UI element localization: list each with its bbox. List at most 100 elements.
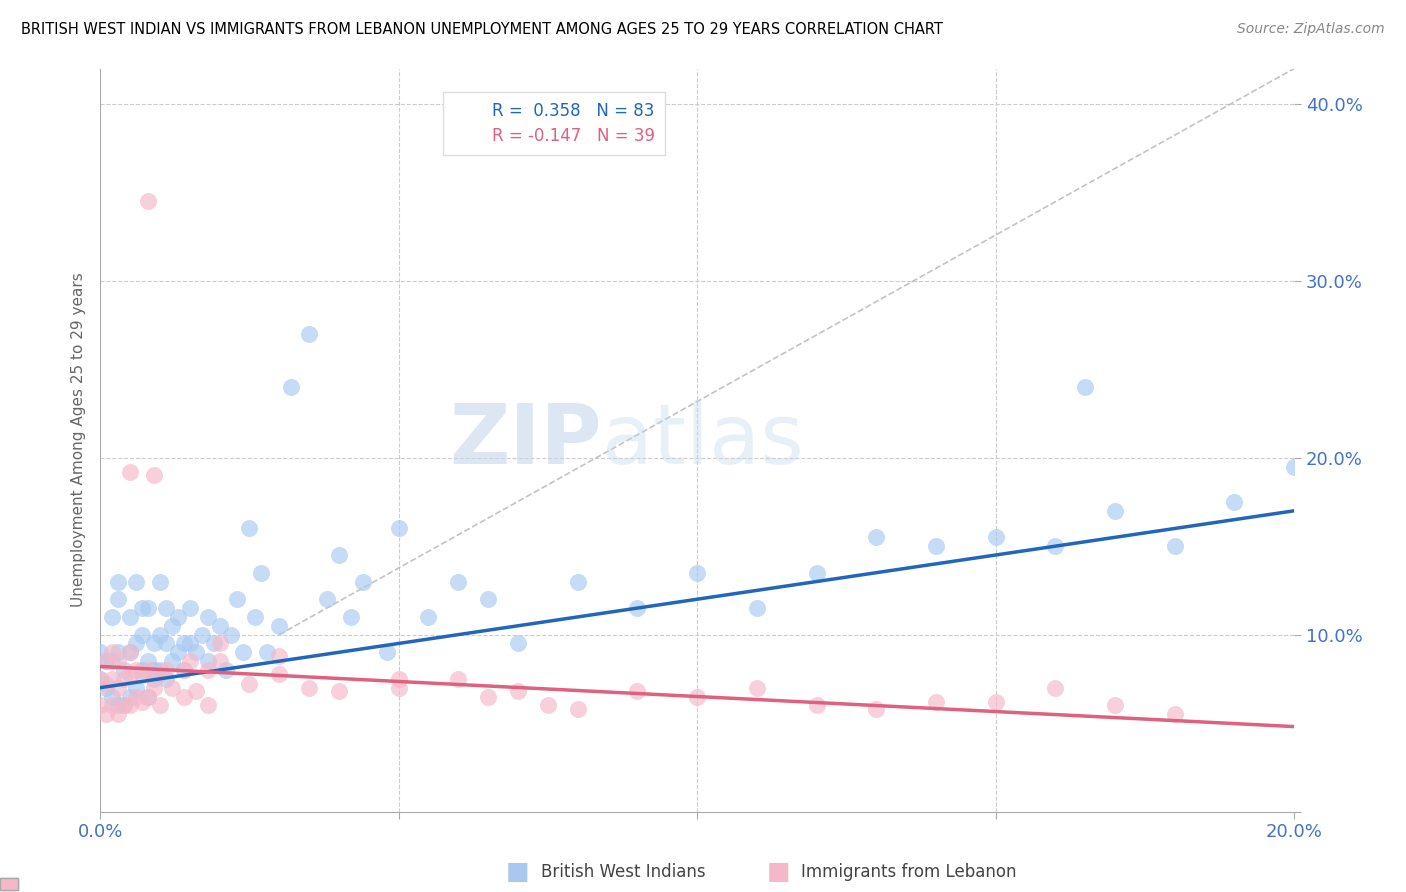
Point [107,574,129,589]
Point [567,702,589,716]
Text: atlas: atlas [602,400,803,481]
Point [149,698,172,713]
Point [131,666,153,681]
Text: British West Indians: British West Indians [541,863,706,881]
Point [149,666,172,681]
Point [1104,698,1126,713]
Point [208,619,231,633]
Point [256,645,278,659]
Point [173,636,195,650]
Text: BRITISH WEST INDIAN VS IMMIGRANTS FROM LEBANON UNEMPLOYMENT AMONG AGES 25 TO 29 : BRITISH WEST INDIAN VS IMMIGRANTS FROM L… [21,22,943,37]
Point [155,601,177,615]
Point [89,645,111,659]
Point [352,574,374,589]
Legend: R =  0.358   N = 83, R = -0.147   N = 39: R = 0.358 N = 83, R = -0.147 N = 39 [443,92,665,154]
Point [125,636,148,650]
Point [118,698,141,713]
Point [179,601,201,615]
Point [626,684,648,698]
Point [375,645,398,659]
Point [118,465,141,479]
Point [269,648,291,663]
Point [142,663,165,677]
Point [232,645,254,659]
Point [269,666,291,681]
Point [221,627,243,641]
Point [214,663,236,677]
Point [447,672,470,686]
Point [245,610,267,624]
Point [89,672,111,686]
Point [136,690,159,704]
Point [1045,681,1067,695]
Point [745,681,768,695]
Point [447,574,470,589]
Point [745,601,768,615]
Point [160,619,183,633]
Point [298,326,321,341]
Point [118,610,141,624]
Point [173,663,195,677]
Point [112,698,135,713]
Point [118,690,141,704]
Point [197,610,219,624]
Point [238,677,260,691]
Point [94,707,117,722]
Point [197,698,219,713]
Point [984,695,1007,709]
Point [131,695,153,709]
Point [925,539,948,553]
Point [142,681,165,695]
Point [125,574,148,589]
Point [1164,707,1187,722]
Point [107,698,129,713]
Point [136,654,159,668]
Point [166,645,188,659]
Point [94,681,117,695]
Point [155,663,177,677]
Point [142,468,165,483]
Point [142,672,165,686]
Point [865,530,887,544]
Point [269,619,291,633]
Y-axis label: Unemployment Among Ages 25 to 29 years: Unemployment Among Ages 25 to 29 years [72,273,86,607]
Point [107,592,129,607]
Point [418,610,440,624]
Point [298,681,321,695]
Text: ■: ■ [766,861,790,884]
Point [388,672,411,686]
Point [208,654,231,668]
Point [89,698,111,713]
Point [179,636,201,650]
Point [1223,495,1246,509]
Point [149,627,172,641]
Point [686,690,709,704]
Point [925,695,948,709]
Point [136,194,159,209]
Point [112,698,135,713]
Point [173,690,195,704]
Point [118,645,141,659]
Point [1164,539,1187,553]
Point [190,627,212,641]
Point [131,663,153,677]
Text: ■: ■ [506,861,530,884]
Point [101,690,124,704]
Point [136,663,159,677]
Point [166,610,188,624]
Point [506,684,529,698]
Point [101,654,124,668]
Point [118,666,141,681]
Point [131,627,153,641]
Point [118,645,141,659]
Point [101,610,124,624]
Point [340,610,363,624]
Point [136,601,159,615]
Point [179,654,201,668]
Point [101,672,124,686]
Point [806,698,828,713]
Point [226,592,249,607]
Point [107,654,129,668]
Point [388,681,411,695]
Point [173,663,195,677]
